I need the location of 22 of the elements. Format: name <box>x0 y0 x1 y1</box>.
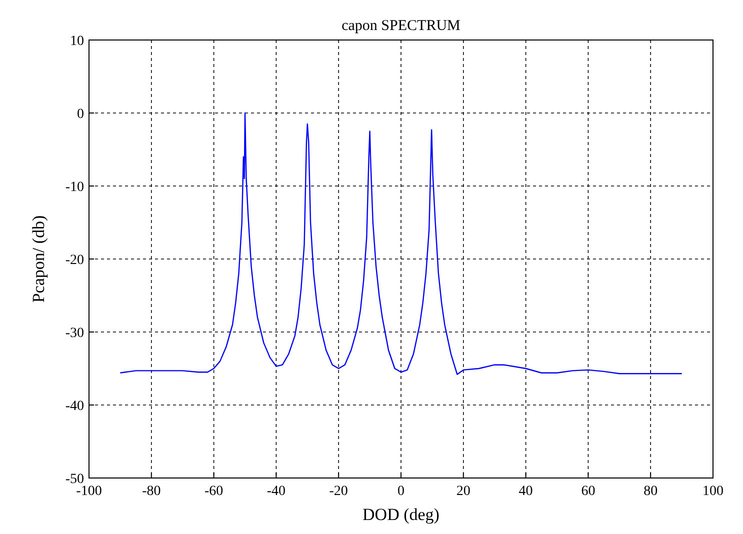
x-tick-label: 60 <box>581 484 596 499</box>
x-tick-label: 100 <box>702 484 724 499</box>
x-tick-label: -100 <box>76 484 102 499</box>
y-tick-label: 10 <box>70 34 84 49</box>
x-tick-label: -60 <box>204 484 224 499</box>
line-series <box>120 112 682 375</box>
y-tick-label: -10 <box>65 180 84 195</box>
chart-title: capon SPECTRUM <box>342 18 460 34</box>
x-tick-label: 20 <box>456 484 470 499</box>
y-axis-title: Pcapon/ (db) <box>29 215 48 303</box>
y-tick-label: -30 <box>65 326 84 341</box>
x-tick-label: -80 <box>142 484 161 499</box>
x-tick-label: -40 <box>266 484 286 499</box>
x-axis-title: DOD (deg) <box>362 505 440 524</box>
y-tick-label: -20 <box>65 253 84 268</box>
y-tick-label: -50 <box>65 472 84 487</box>
x-tick-label: 40 <box>518 484 533 499</box>
y-tick-label: 0 <box>77 107 84 122</box>
x-tick-label: 0 <box>398 484 404 499</box>
x-tick-label: -20 <box>329 484 348 499</box>
x-tick-label: 80 <box>644 484 658 499</box>
y-tick-label: -40 <box>65 399 84 414</box>
